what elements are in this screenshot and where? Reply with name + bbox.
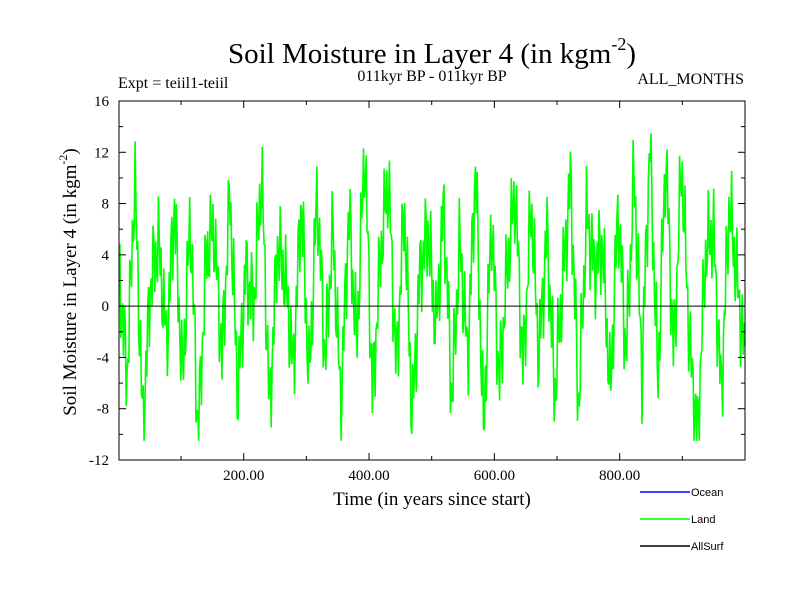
x-tick-label: 400.00 xyxy=(348,468,389,484)
y-tick-label: 0 xyxy=(102,299,110,315)
y-axis-label-superscript: -2 xyxy=(56,155,70,165)
y-axis-label: Soil Moisture in Layer 4 (in kgm-2) xyxy=(56,148,81,416)
chart-title: Soil Moisture in Layer 4 (in kgm-2) xyxy=(228,34,636,70)
x-tick-label: 600.00 xyxy=(474,468,515,484)
x-tick-label: 200.00 xyxy=(223,468,264,484)
y-tick-label: 8 xyxy=(102,197,110,213)
period-label: 011kyr BP - 011kyr BP xyxy=(357,68,506,85)
y-tick-label: 16 xyxy=(94,94,110,110)
months-label: ALL_MONTHS xyxy=(637,71,744,88)
x-tick-label: 800.00 xyxy=(599,468,640,484)
legend-label-ocean: Ocean xyxy=(691,487,723,499)
legend-label-land: Land xyxy=(691,514,715,526)
legend: Ocean Land AllSurf xyxy=(640,487,724,553)
y-tick-label: -12 xyxy=(89,453,109,469)
y-tick-label: -4 xyxy=(97,350,110,366)
y-tick-label: -8 xyxy=(97,402,110,418)
legend-label-allsurf: AllSurf xyxy=(691,541,724,553)
expt-label: Expt = teiil1-teiil xyxy=(118,75,229,92)
x-axis-label: Time (in years since start) xyxy=(333,489,531,510)
land-series-line xyxy=(118,133,746,441)
y-tick-label: 4 xyxy=(102,248,110,264)
plot-area: -12 -8 -4 0 4 8 12 16 200.00 400.00 600.00 800.00 xyxy=(89,94,746,484)
title-superscript: -2 xyxy=(611,34,626,54)
y-tick-label: 12 xyxy=(94,145,109,161)
